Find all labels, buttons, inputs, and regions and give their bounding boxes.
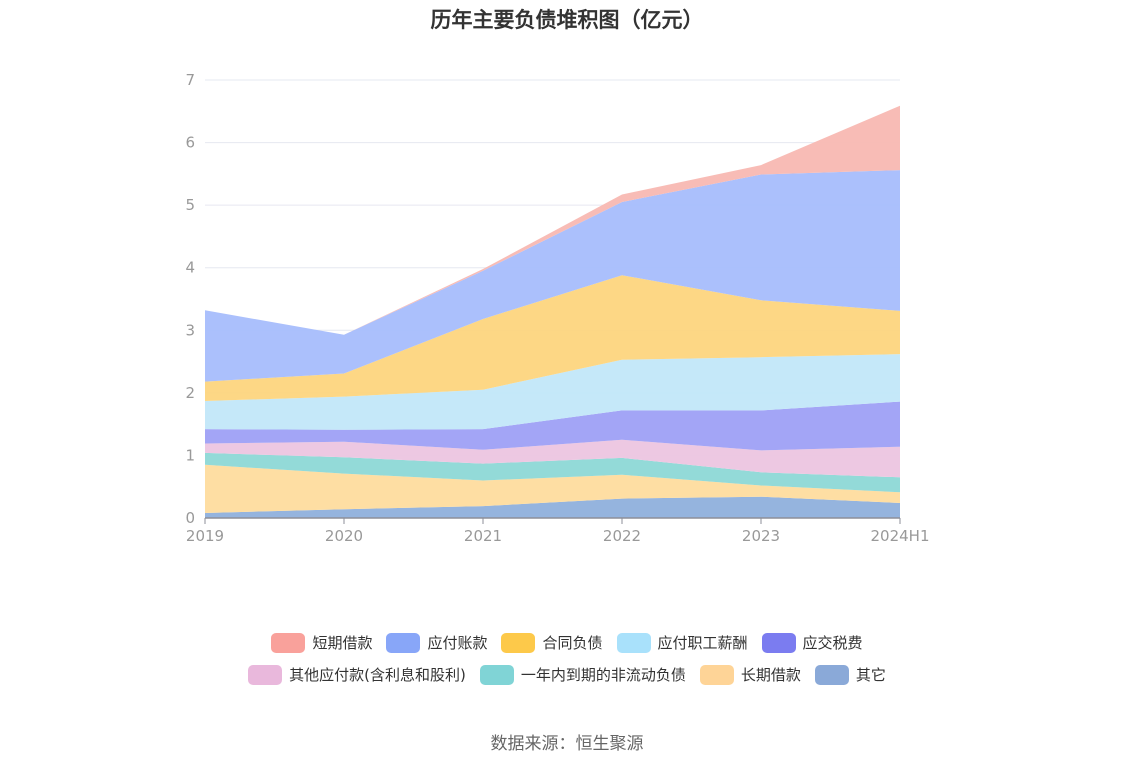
legend-label: 应交税费 (802, 634, 863, 652)
legend-item-employee-payable[interactable]: 应付职工薪酬 (616, 632, 748, 653)
legend-item-taxes-payable[interactable]: 应交税费 (761, 632, 863, 653)
y-tick-label: 0 (185, 509, 195, 527)
legend-row-1: 短期借款 应付账款 合同负债 应付职工薪酬 应交税费 (0, 632, 1134, 653)
x-tick-label: 2019 (186, 527, 224, 545)
data-source: 数据来源：恒生聚源 (490, 734, 644, 754)
legend-label: 合同负债 (542, 634, 603, 652)
chart-title: 历年主要负债堆积图（亿元） (430, 8, 704, 32)
x-tick-label: 2024H1 (871, 527, 930, 545)
stacked-area-chart: 0 1 2 3 4 5 6 7 2019 2020 2021 2022 2023 2024H1 (185, 71, 930, 545)
legend-item-accounts-payable[interactable]: 应付账款 (386, 632, 487, 653)
area-series (205, 439, 900, 478)
legend-item-long-term-borrowing[interactable]: 长期借款 (699, 664, 801, 685)
area-series (205, 452, 900, 493)
y-tick-label: 3 (185, 321, 195, 339)
y-tick-label: 4 (185, 259, 195, 277)
legend-row-2: 其他应付款(含利息和股利) 一年内到期的非流动负债 长期借款 其它 (0, 664, 1134, 685)
legend-swatch (501, 632, 536, 653)
area-series (205, 401, 900, 451)
legend-swatch (271, 632, 306, 653)
area-series (205, 354, 900, 430)
legend-swatch (699, 664, 734, 685)
y-tick-label: 6 (185, 134, 195, 152)
legend-item-other[interactable]: 其它 (814, 664, 886, 685)
area-series (205, 464, 900, 513)
x-tick-label: 2021 (464, 527, 502, 545)
legend-item-current-noncurrent[interactable]: 一年内到期的非流动负债 (479, 664, 686, 685)
y-tick-label: 7 (185, 71, 195, 89)
legend-label: 其他应付款(含利息和股利) (289, 666, 466, 684)
legend-label: 应付职工薪酬 (657, 634, 748, 652)
y-tick-label: 2 (185, 384, 195, 402)
x-tick-label: 2022 (603, 527, 641, 545)
x-tick-label: 2023 (742, 527, 780, 545)
y-tick-label: 1 (185, 446, 195, 464)
legend-label: 短期借款 (312, 634, 373, 652)
legend-swatch (814, 664, 849, 685)
y-tick-label: 5 (185, 196, 195, 214)
x-tick-label: 2020 (325, 527, 363, 545)
legend-label: 应付账款 (427, 634, 488, 652)
area-series (205, 275, 900, 401)
legend-label: 其它 (855, 666, 886, 684)
area-series (205, 496, 900, 518)
legend-item-other-payables[interactable]: 其他应付款(含利息和股利) (248, 664, 466, 685)
legend-label: 长期借款 (740, 666, 801, 684)
legend-swatch (386, 632, 421, 653)
area-series (205, 170, 900, 382)
legend-item-short-term-borrowing[interactable]: 短期借款 (271, 632, 372, 653)
legend-swatch (248, 664, 283, 685)
legend-item-contract-liabilities[interactable]: 合同负债 (501, 632, 603, 653)
legend-swatch (761, 632, 796, 653)
legend-label: 一年内到期的非流动负债 (520, 666, 686, 684)
legend-swatch (616, 632, 651, 653)
legend-swatch (479, 664, 514, 685)
